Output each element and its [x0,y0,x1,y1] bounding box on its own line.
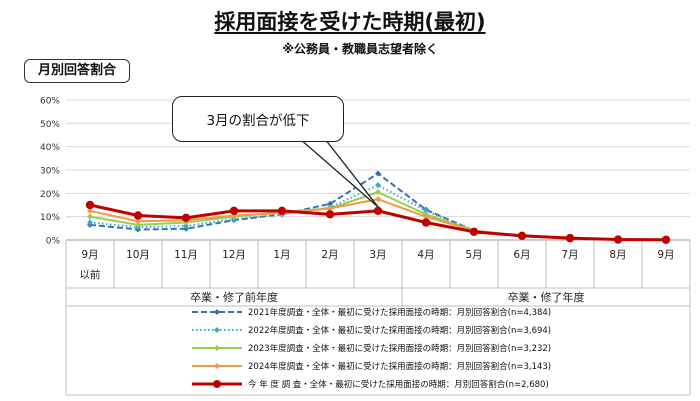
legend-swatch [192,363,242,369]
x-tick-label: 7月 [561,249,578,261]
series-line [89,198,667,241]
section-badge: 月別回答割合 [24,59,130,83]
data-point [373,206,383,216]
legend-label: 2021年度調査・全体・最初に受けた採用面接の時期：月別回答割合(n=4,384… [248,308,552,318]
data-point [87,213,93,220]
y-tick-label: 40% [40,143,60,153]
legend-label: 今 年 度 調 査・全体・最初に受けた採用面接の時期：月別回答割合(n=2,68… [248,380,549,390]
y-tick-label: 60% [40,97,60,107]
legend-swatch [192,345,242,351]
callout-pointer-shape [299,138,379,208]
data-point [87,219,93,226]
legend-label: 2024年度調査・全体・最初に受けた採用面接の時期：月別回答割合(n=3,143… [248,362,552,372]
data-point [661,235,671,244]
data-point [135,221,141,228]
data-point [327,205,333,212]
data-point [327,200,333,207]
data-point [277,206,287,216]
data-point [375,189,381,196]
grid-lines [66,99,690,241]
x-tick-label: 2月 [321,249,338,261]
x-tick-label: 8月 [609,249,626,261]
legend-marker [214,363,220,369]
y-tick-label: 20% [40,190,60,200]
legend-marker [214,345,220,351]
x-tick-label: 6月 [513,249,530,261]
data-point [613,235,623,244]
annotation-callout: 3月の割合が低下 [172,96,344,142]
group-labels: 卒業・修了前年度 卒業・修了年度 [190,290,585,304]
group-label: 卒業・修了前年度 [190,290,278,304]
data-point [375,182,381,189]
series-lines [85,170,671,244]
data-point [183,223,189,229]
callout-pointer [299,138,379,208]
data-point [87,207,93,214]
data-point [517,231,527,240]
data-point [133,211,143,220]
y-tick-label: 10% [40,213,60,223]
x-tick-label: 9月 [657,249,674,261]
legend-marker [214,309,220,315]
data-point [423,213,429,220]
category-table [65,240,691,396]
data-point [181,213,191,223]
x-tick-label: 1月 [273,249,290,261]
legend-swatch [192,309,242,315]
x-tick-label: 3月 [369,249,386,261]
data-point [229,206,239,216]
data-point [375,196,381,203]
legend-swatch [192,327,242,333]
y-tick-label: 50% [40,120,60,130]
data-point [325,210,335,219]
legend-label: 2022年度調査・全体・最初に受けた採用面接の時期：月別回答割合(n=3,694… [248,326,552,336]
x-tick-label: 11月 [174,249,198,261]
x-tick-label: 以前 [80,268,101,281]
data-point [565,233,575,243]
y-tick-labels: 0% 10% 20% 30% 40% 50% 60% [40,97,60,247]
data-point [469,227,479,237]
x-tick-label: 4月 [417,249,434,261]
y-tick-label: 30% [40,167,60,177]
legend-label: 2023年度調査・全体・最初に受けた採用面接の時期：月別回答割合(n=3,232… [248,344,552,354]
group-label: 卒業・修了年度 [508,290,585,304]
x-tick-label: 12月 [222,249,246,261]
y-tick-label: 0% [46,237,61,247]
chart-subtitle: ※公務員・教職員志望者除く [282,42,438,56]
x-tick-label: 5月 [465,249,482,261]
x-tick-label: 10月 [126,249,150,261]
chart-title: 採用面接を受けた時期(最初) [214,10,486,34]
callout-text: 3月の割合が低下 [206,113,310,129]
x-tick-label: 9月 [81,249,98,261]
legend-swatch [192,380,242,388]
legend-marker [214,327,220,333]
data-point [423,207,429,214]
data-point [85,200,95,210]
legend-marker [213,380,221,388]
data-point [421,218,431,227]
data-point [135,218,141,225]
data-point [375,170,381,177]
